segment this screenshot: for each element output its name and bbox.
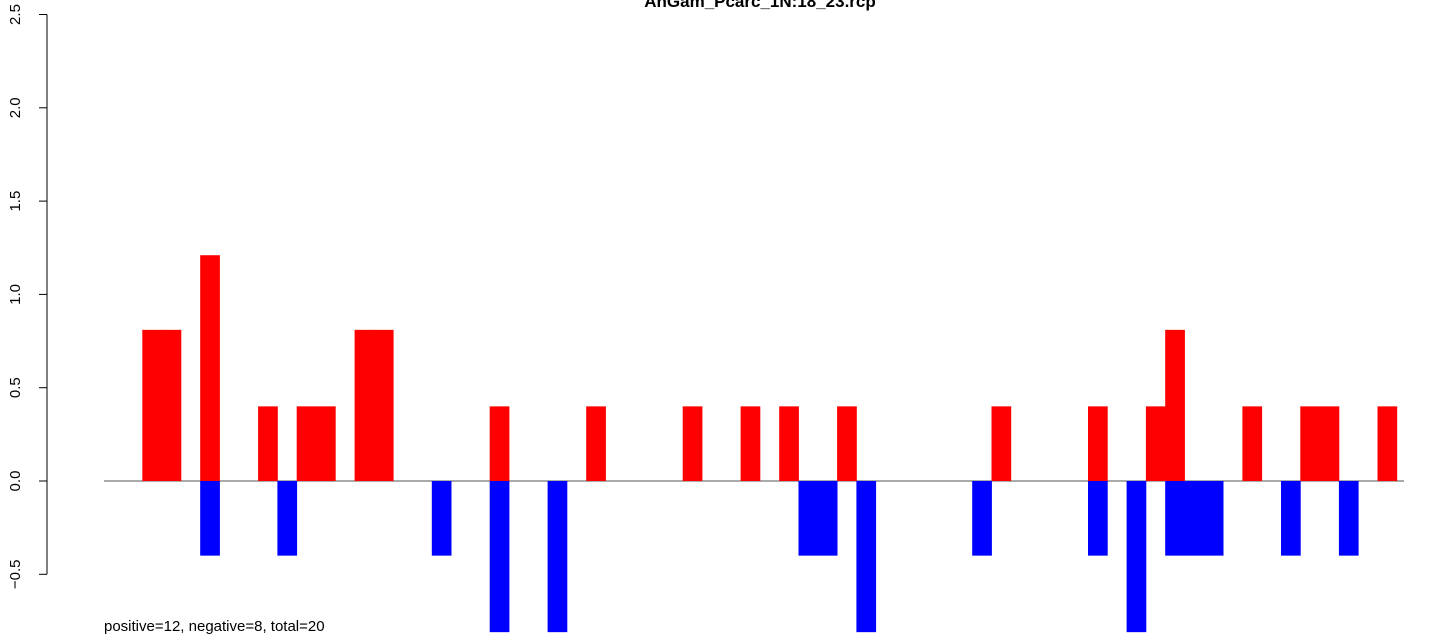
positive-bar: [1319, 406, 1340, 481]
negative-bar: [1338, 481, 1359, 556]
positive-bar: [489, 406, 510, 481]
bars-group: [142, 255, 1398, 633]
positive-bar: [316, 406, 336, 481]
positive-bar: [837, 406, 857, 481]
positive-bar: [779, 406, 799, 481]
y-tick-label: 1.0: [7, 284, 24, 305]
negative-bar: [200, 481, 220, 556]
negative-bar: [972, 481, 992, 556]
positive-bar: [586, 406, 606, 481]
negative-bar: [1281, 481, 1301, 556]
positive-bar: [1300, 406, 1320, 481]
positive-bar: [1242, 406, 1263, 481]
negative-bar: [1165, 481, 1185, 556]
negative-bar: [547, 481, 568, 633]
y-tick-label: 2.0: [7, 97, 24, 118]
y-tick-label: −0.5: [7, 559, 24, 589]
y-tick-label: 1.5: [7, 191, 24, 212]
negative-bar: [817, 481, 838, 556]
negative-bar: [1184, 481, 1205, 556]
y-tick-label: 0.5: [7, 377, 24, 398]
negative-bar: [798, 481, 819, 556]
negative-bar: [1126, 481, 1147, 633]
positive-bar: [1377, 406, 1398, 481]
negative-bar: [1203, 481, 1224, 556]
positive-bar: [1165, 329, 1185, 481]
positive-bar: [991, 406, 1012, 481]
negative-bar: [431, 481, 452, 556]
chart-title: AnGam_Pcarc_1N:18_23.rcp: [644, 0, 876, 11]
y-tick-label: 2.5: [7, 4, 24, 25]
negative-bar: [489, 481, 510, 633]
positive-bar: [296, 406, 317, 481]
y-tick-label: 0.0: [7, 471, 24, 492]
y-axis: −0.5 0.0 0.5 1.0 1.5 2.0 2.5: [7, 4, 48, 589]
positive-bar: [1088, 406, 1108, 481]
negative-bar: [856, 481, 877, 633]
positive-bar: [200, 255, 220, 481]
positive-bar: [161, 329, 182, 481]
negative-bar: [277, 481, 298, 556]
negative-bar: [1088, 481, 1108, 556]
positive-bar: [142, 329, 162, 481]
positive-bar: [682, 406, 703, 481]
positive-bar: [354, 329, 375, 481]
summary-annotation: positive=12, negative=8, total=20: [104, 618, 325, 635]
positive-bar: [1145, 406, 1166, 481]
positive-bar: [258, 406, 278, 481]
positive-bar: [373, 329, 394, 481]
positive-bar: [740, 406, 761, 481]
